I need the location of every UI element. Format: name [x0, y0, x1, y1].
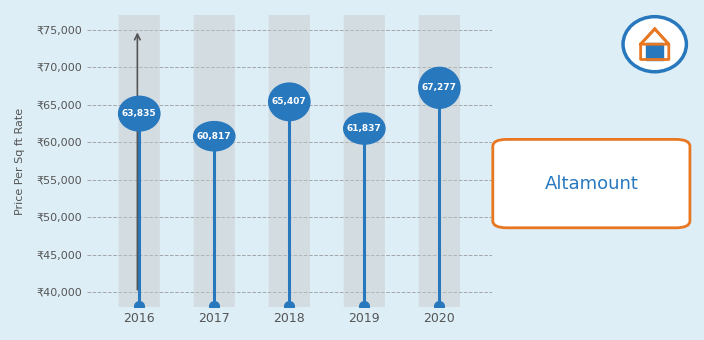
Text: Altamount: Altamount: [544, 175, 639, 192]
Ellipse shape: [419, 67, 460, 108]
FancyBboxPatch shape: [419, 15, 460, 307]
FancyBboxPatch shape: [344, 15, 385, 307]
FancyBboxPatch shape: [118, 15, 160, 307]
Ellipse shape: [269, 83, 310, 121]
Text: 65,407: 65,407: [272, 97, 307, 106]
Y-axis label: Price Per Sq ft Rate: Price Per Sq ft Rate: [15, 107, 25, 215]
Text: 67,277: 67,277: [422, 83, 457, 92]
Text: 63,835: 63,835: [122, 109, 156, 118]
Polygon shape: [646, 43, 663, 60]
Text: 61,837: 61,837: [347, 124, 382, 133]
Circle shape: [623, 17, 686, 72]
Ellipse shape: [194, 122, 235, 151]
FancyBboxPatch shape: [194, 15, 235, 307]
Text: 60,817: 60,817: [197, 132, 232, 141]
Ellipse shape: [118, 96, 160, 131]
Ellipse shape: [344, 113, 385, 144]
FancyBboxPatch shape: [269, 15, 310, 307]
